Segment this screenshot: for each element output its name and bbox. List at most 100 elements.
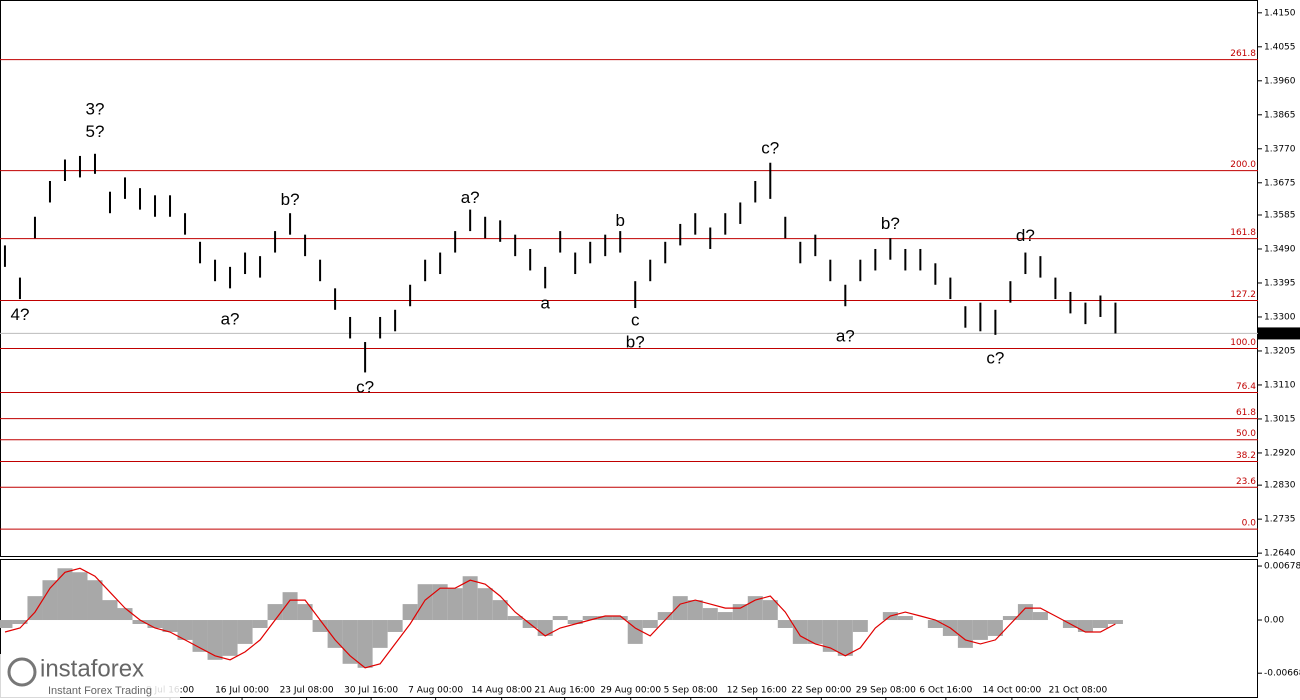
price-panel (0, 0, 1258, 557)
fib-label: 61.8 (1236, 408, 1256, 418)
macd-bar (822, 620, 838, 652)
price-bar (1039, 256, 1042, 278)
price-bar (859, 259, 862, 282)
y-tick-label: 1.3205 (1264, 346, 1296, 356)
price-bar (319, 259, 322, 282)
price-bar (904, 248, 907, 271)
macd-bar (297, 604, 313, 621)
price-bar (139, 188, 142, 210)
price-bar (784, 216, 787, 239)
fib-label: 76.4 (1236, 382, 1256, 392)
macd-bar (0, 620, 13, 628)
wave-label: 4? (10, 305, 29, 324)
macd-bar (927, 620, 943, 628)
macd-bar (1077, 620, 1093, 632)
macd-bar (987, 620, 1003, 636)
price-bar (304, 234, 307, 257)
price-bar (169, 195, 172, 217)
x-tick-label: 29 Aug 00:00 (600, 686, 661, 696)
macd-bar (117, 608, 133, 621)
macd-bar (312, 620, 328, 632)
price-bar (229, 266, 232, 289)
wave-label: b? (626, 333, 645, 352)
price-bar (724, 213, 727, 235)
y-tick-label: 1.2830 (1264, 481, 1296, 491)
y-tick-label: 1.3015 (1264, 414, 1296, 424)
price-bar (934, 263, 937, 285)
macd-bar (447, 588, 463, 621)
y-tick-label: 1.3770 (1264, 144, 1296, 154)
price-bar (274, 231, 277, 253)
x-tick-label: 12 Sep 16:00 (727, 686, 787, 696)
price-bar (754, 180, 757, 203)
price-bar (394, 309, 397, 332)
price-bar (829, 259, 832, 282)
wave-label: c? (761, 138, 779, 157)
price-bar (694, 213, 697, 235)
price-bar (334, 288, 337, 310)
macd-bar (1002, 616, 1018, 621)
price-bar (409, 284, 412, 307)
price-bar (484, 216, 487, 239)
price-bar (574, 252, 577, 275)
price-bar (739, 202, 742, 224)
macd-bar (807, 620, 823, 644)
current-price-box (1258, 327, 1300, 340)
price-bar (108, 191, 111, 214)
price-bar (889, 238, 892, 260)
signal-line (4, 567, 1116, 669)
price-bar (184, 213, 187, 235)
price-bar (1084, 302, 1087, 325)
price-bar (979, 302, 982, 332)
wave-label: 5? (86, 122, 105, 141)
price-bar (379, 316, 382, 339)
wave-label: 3? (86, 99, 105, 118)
x-tick-label: 23 Jul 08:00 (280, 686, 334, 696)
price-bar (559, 231, 562, 253)
macd-bar (72, 572, 88, 621)
fib-label: 161.8 (1230, 228, 1256, 238)
y-tick-label: -0.00668 (1264, 669, 1300, 679)
price-bar (349, 316, 352, 339)
macd-bar (552, 616, 568, 621)
macd-bar (282, 592, 298, 621)
macd-bar (732, 604, 748, 621)
fib-label: 261.8 (1230, 49, 1256, 59)
price-bar (544, 266, 547, 289)
price-bar (799, 241, 802, 264)
wave-label: c? (356, 378, 374, 397)
price-bar (844, 284, 847, 307)
macd-bar (207, 620, 223, 660)
macd-bar (372, 620, 388, 648)
macd-bar (582, 616, 598, 621)
macd-bar (567, 620, 583, 625)
macd-bar (597, 616, 613, 621)
price-bar (634, 281, 637, 309)
macd-bar (852, 620, 868, 632)
y-tick-label: 1.4150 (1264, 8, 1296, 18)
price-bar (3, 245, 6, 267)
y-tick-label: 1.3395 (1264, 278, 1296, 288)
price-bar (124, 177, 127, 199)
price-bar (244, 252, 247, 275)
y-tick-label: 1.4055 (1264, 42, 1296, 52)
logo-name: instaforex (40, 655, 144, 682)
macd-bar (342, 620, 358, 664)
price-bar (1024, 252, 1027, 275)
price-bar (154, 195, 157, 217)
y-tick-label: 1.3110 (1264, 380, 1296, 390)
macd-bar (462, 576, 478, 621)
price-bar (949, 277, 952, 300)
x-tick-label: 7 Aug 00:00 (408, 686, 463, 696)
x-tick-label: 6 Oct 16:00 (919, 686, 972, 696)
fib-label: 100.0 (1230, 338, 1256, 348)
macd-bar (762, 600, 778, 621)
price-bar (679, 223, 682, 246)
macd-bar (417, 584, 433, 621)
macd-bar (897, 616, 913, 621)
price-bar (78, 155, 81, 178)
price-bar (619, 231, 622, 253)
y-tick-label: 0.00678 (1264, 562, 1300, 572)
macd-bar (192, 620, 208, 652)
x-tick-label: 21 Oct 08:00 (1049, 686, 1108, 696)
